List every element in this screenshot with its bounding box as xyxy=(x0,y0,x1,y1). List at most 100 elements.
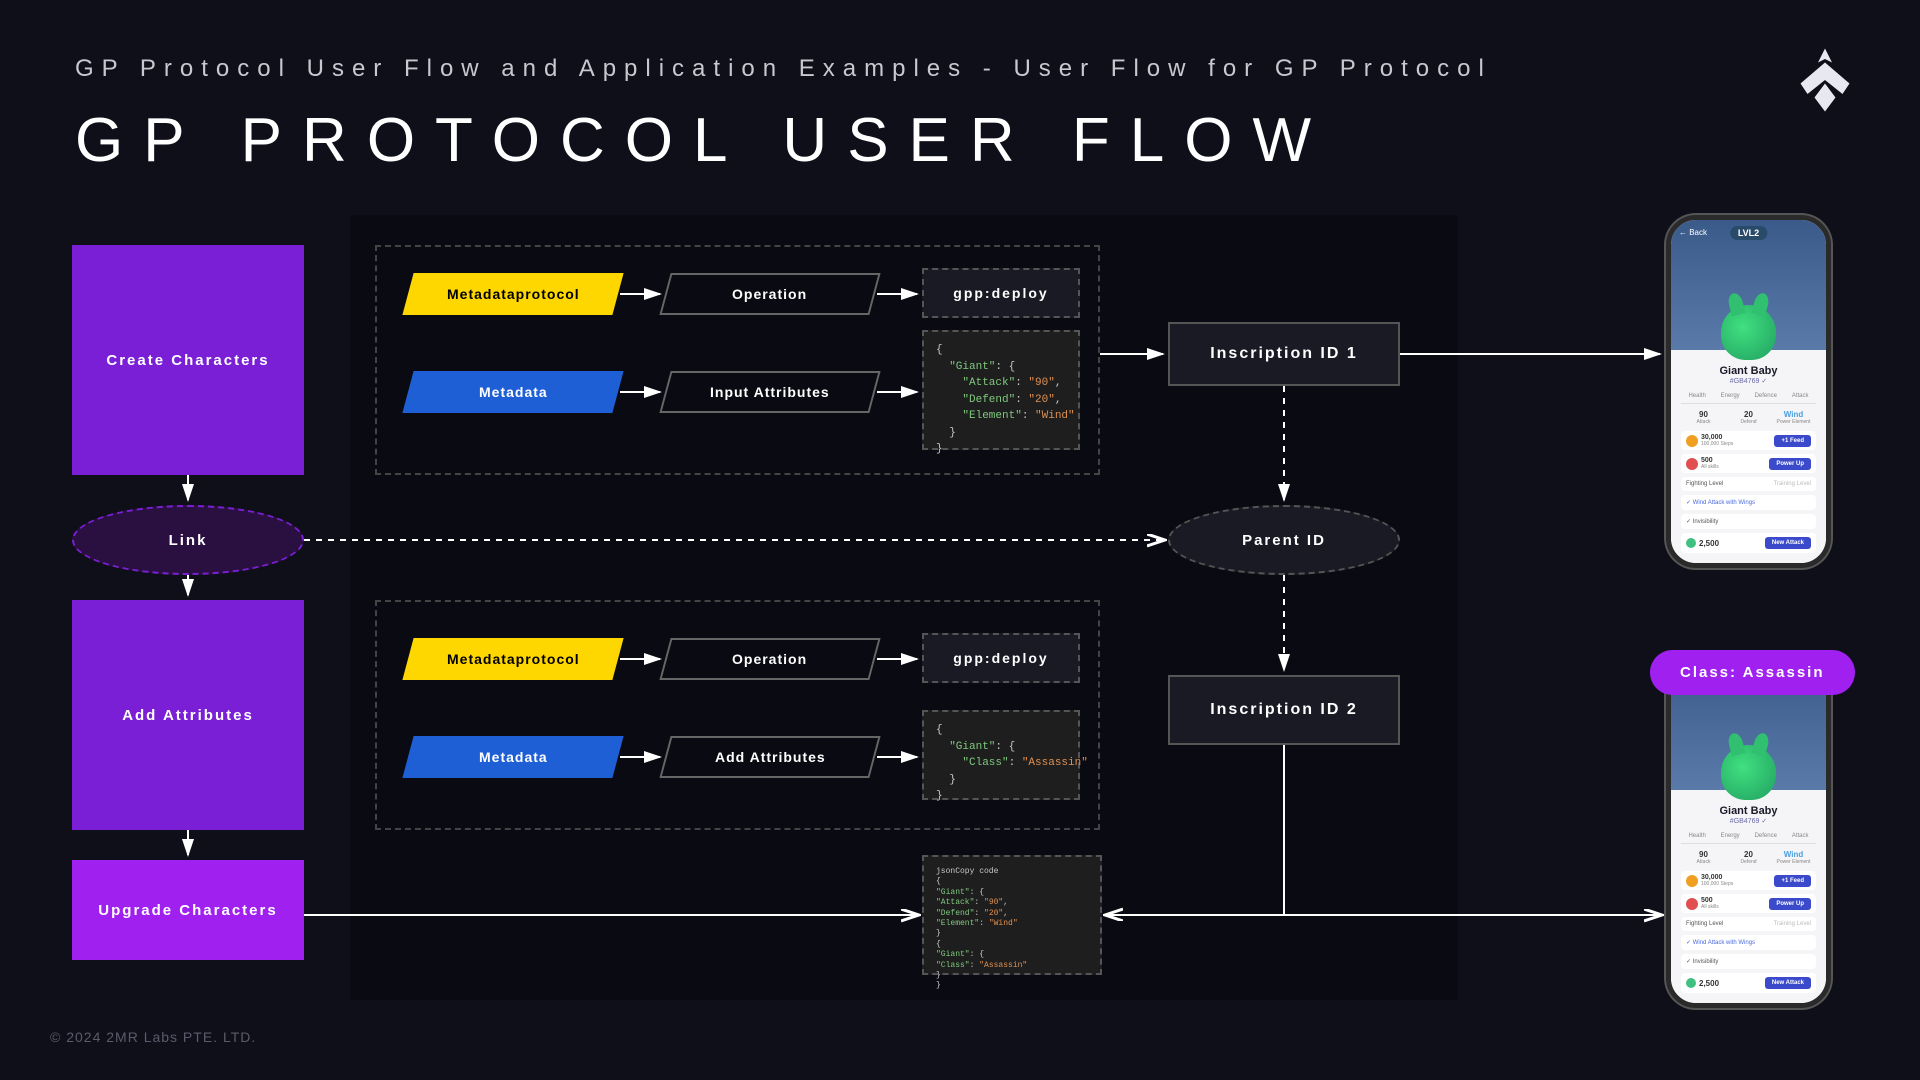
node-inscription-id-2: Inscription ID 2 xyxy=(1168,675,1400,745)
label: Metadataprotocol xyxy=(447,651,580,667)
coin-icon xyxy=(1686,435,1698,447)
label: Metadata xyxy=(479,384,548,400)
tab-attack[interactable]: Attack xyxy=(1792,393,1809,399)
node-add-attributes-op: Add Attributes xyxy=(659,736,880,778)
copyright-footer: © 2024 2MR Labs PTE. LTD. xyxy=(50,1029,256,1045)
new-attack-button[interactable]: New Attack xyxy=(1765,537,1811,549)
feed-button[interactable]: +1 Feed xyxy=(1774,875,1811,887)
node-input-attributes: Input Attributes xyxy=(659,371,880,413)
steps-label: 100,000 Steps xyxy=(1701,441,1733,447)
label: gpp:deploy xyxy=(953,285,1048,301)
label: Parent ID xyxy=(1242,532,1326,549)
stat-attack-value: 90 xyxy=(1681,850,1726,859)
label: Operation xyxy=(732,286,807,302)
stat-attack-label: Attack xyxy=(1681,859,1726,865)
new-attack-button[interactable]: New Attack xyxy=(1765,977,1811,989)
node-parent-id: Parent ID xyxy=(1168,505,1400,575)
phone-mockup-2: ← Back LVL2 Giant Baby #GB4769 ✓ Health … xyxy=(1666,655,1831,1008)
tab-energy[interactable]: Energy xyxy=(1721,833,1740,839)
code-attributes-2: { "Giant": { "Class": "Assassin" } } xyxy=(922,710,1080,800)
node-metaprotocol-1: Metadataprotocol xyxy=(402,273,623,315)
ability-wind-attack: ✓ Wind Attack with Wings xyxy=(1681,495,1816,510)
stat-attack-label: Attack xyxy=(1681,419,1726,425)
code-attributes-1: { "Giant": { "Attack": "90", "Defend": "… xyxy=(922,330,1080,450)
badge-class-assassin: Class: Assassin xyxy=(1650,650,1855,695)
label: Metadataprotocol xyxy=(447,286,580,302)
brand-logo-icon xyxy=(1790,45,1860,115)
page-title: GP PROTOCOL USER FLOW xyxy=(75,105,1331,176)
label: Add Attributes xyxy=(122,707,254,724)
skills-label: All skills xyxy=(1701,904,1719,910)
label: Inscription ID 1 xyxy=(1210,345,1358,363)
phone-tabs: Health Energy Defence Attack xyxy=(1681,393,1816,404)
code-combined: jsonCopy code { "Giant": { "Attack": "90… xyxy=(922,855,1102,975)
label: Create Characters xyxy=(106,352,269,369)
node-metadata-1: Metadata xyxy=(402,371,623,413)
label: Inscription ID 2 xyxy=(1210,701,1358,719)
phone-tabs: Health Energy Defence Attack xyxy=(1681,833,1816,844)
phone-mockup-1: ← Back LVL2 Giant Baby #GB4769 ✓ Health … xyxy=(1666,215,1831,568)
character-name: Giant Baby xyxy=(1681,365,1816,377)
power-icon xyxy=(1686,458,1698,470)
tab-attack[interactable]: Attack xyxy=(1792,833,1809,839)
powerup-button[interactable]: Power Up xyxy=(1769,458,1811,470)
node-operation-1: Operation xyxy=(659,273,880,315)
fighting-level-label: Fighting Level xyxy=(1686,921,1723,927)
ability-invisibility: ✓ Invisibility xyxy=(1681,954,1816,969)
character-id: #GB4769 ✓ xyxy=(1681,377,1816,385)
stat-defend-value: 20 xyxy=(1726,850,1771,859)
label: Class: Assassin xyxy=(1680,664,1825,681)
skills-label: All skills xyxy=(1701,464,1719,470)
label: Input Attributes xyxy=(710,384,830,400)
tab-health[interactable]: Health xyxy=(1688,833,1705,839)
ability-invisibility: ✓ Invisibility xyxy=(1681,514,1816,529)
ability-wind-attack: ✓ Wind Attack with Wings xyxy=(1681,935,1816,950)
character-avatar-icon xyxy=(1721,745,1776,800)
stat-element-value: Wind xyxy=(1771,410,1816,419)
skills-value: 500 xyxy=(1701,457,1719,464)
label: Operation xyxy=(732,651,807,667)
feed-button[interactable]: +1 Feed xyxy=(1774,435,1811,447)
training-level-label: Training Level xyxy=(1774,921,1811,927)
steps-value: 30,000 xyxy=(1701,874,1733,881)
balance-value: 2,500 xyxy=(1699,539,1719,548)
node-link: Link xyxy=(72,505,304,575)
steps-label: 100,000 Steps xyxy=(1701,881,1733,887)
power-icon xyxy=(1686,898,1698,910)
label: Add Attributes xyxy=(715,749,826,765)
tab-defence[interactable]: Defence xyxy=(1755,393,1777,399)
node-gpp-deploy-2: gpp:deploy xyxy=(922,633,1080,683)
phone-back-button[interactable]: ← Back xyxy=(1679,228,1707,237)
node-add-attributes: Add Attributes xyxy=(72,600,304,830)
label: Link xyxy=(169,532,208,549)
node-inscription-id-1: Inscription ID 1 xyxy=(1168,322,1400,386)
training-level-label: Training Level xyxy=(1774,481,1811,487)
node-create-characters: Create Characters xyxy=(72,245,304,475)
stat-defend-label: Defend xyxy=(1726,859,1771,865)
tab-defence[interactable]: Defence xyxy=(1755,833,1777,839)
skills-value: 500 xyxy=(1701,897,1719,904)
stat-defend-label: Defend xyxy=(1726,419,1771,425)
stat-attack-value: 90 xyxy=(1681,410,1726,419)
phone-level-badge: LVL2 xyxy=(1730,226,1767,240)
stat-element-label: Power Element xyxy=(1771,419,1816,425)
node-operation-2: Operation xyxy=(659,638,880,680)
node-gpp-deploy-1: gpp:deploy xyxy=(922,268,1080,318)
page-subtitle: GP Protocol User Flow and Application Ex… xyxy=(75,55,1492,83)
tab-health[interactable]: Health xyxy=(1688,393,1705,399)
stat-element-value: Wind xyxy=(1771,850,1816,859)
character-name: Giant Baby xyxy=(1681,805,1816,817)
gem-icon xyxy=(1686,538,1696,548)
node-upgrade-characters: Upgrade Characters xyxy=(72,860,304,960)
balance-value: 2,500 xyxy=(1699,979,1719,988)
coin-icon xyxy=(1686,875,1698,887)
node-metaprotocol-2: Metadataprotocol xyxy=(402,638,623,680)
powerup-button[interactable]: Power Up xyxy=(1769,898,1811,910)
gem-icon xyxy=(1686,978,1696,988)
character-id: #GB4769 ✓ xyxy=(1681,817,1816,825)
stat-element-label: Power Element xyxy=(1771,859,1816,865)
fighting-level-label: Fighting Level xyxy=(1686,481,1723,487)
tab-energy[interactable]: Energy xyxy=(1721,393,1740,399)
steps-value: 30,000 xyxy=(1701,434,1733,441)
stat-defend-value: 20 xyxy=(1726,410,1771,419)
